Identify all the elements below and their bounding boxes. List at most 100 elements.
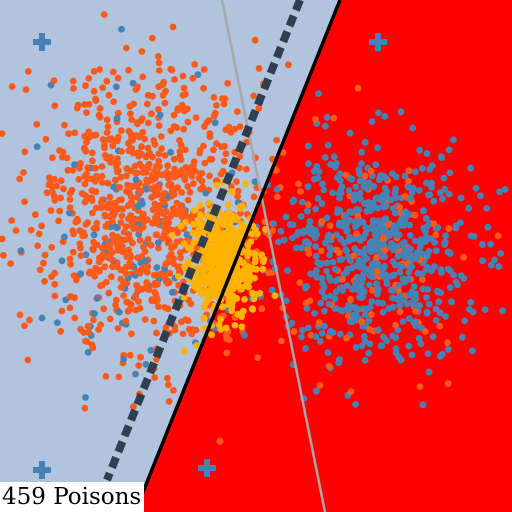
poison-point bbox=[258, 251, 266, 259]
negative-point bbox=[167, 148, 175, 156]
negative-point bbox=[446, 249, 454, 257]
poison-point bbox=[195, 226, 203, 233]
positive-point bbox=[366, 326, 373, 333]
positive-point bbox=[396, 203, 404, 211]
positive-point bbox=[100, 305, 108, 313]
positive-point bbox=[76, 165, 83, 172]
positive-point bbox=[343, 334, 350, 342]
negative-point bbox=[348, 175, 356, 183]
positive-point bbox=[104, 204, 112, 212]
positive-point bbox=[93, 219, 101, 227]
positive-point bbox=[127, 330, 135, 338]
negative-point bbox=[438, 154, 446, 162]
negative-point bbox=[423, 294, 430, 301]
positive-point bbox=[236, 123, 244, 130]
negative-point bbox=[333, 305, 340, 312]
positive-point bbox=[102, 373, 110, 380]
negative-point bbox=[316, 337, 324, 345]
negative-point bbox=[416, 146, 424, 154]
positive-point bbox=[198, 177, 206, 185]
negative-point bbox=[336, 177, 344, 184]
positive-point bbox=[135, 132, 143, 140]
negative-point bbox=[345, 301, 353, 309]
poison-point bbox=[180, 294, 188, 301]
negative-point bbox=[319, 180, 326, 188]
negative-point bbox=[381, 112, 389, 120]
positive-point bbox=[220, 100, 228, 108]
positive-point bbox=[98, 172, 106, 180]
positive-point bbox=[109, 68, 117, 76]
positive-point bbox=[258, 305, 266, 313]
negative-point bbox=[361, 357, 369, 364]
positive-point bbox=[151, 183, 159, 191]
positive-point bbox=[231, 125, 239, 133]
negative-point bbox=[302, 345, 309, 352]
negative-point bbox=[411, 237, 419, 245]
positive-point bbox=[223, 349, 231, 357]
poison-point bbox=[231, 247, 239, 255]
negative-point bbox=[241, 331, 248, 339]
positive-point bbox=[169, 205, 177, 213]
negative-point bbox=[348, 209, 356, 216]
negative-point bbox=[446, 169, 454, 177]
positive-point bbox=[92, 265, 99, 272]
negative-point bbox=[466, 306, 473, 313]
negative-point bbox=[375, 109, 382, 117]
positive-point bbox=[325, 362, 333, 370]
positive-point bbox=[160, 222, 168, 230]
negative-point bbox=[360, 251, 368, 258]
positive-point bbox=[221, 157, 228, 165]
negative-point bbox=[337, 189, 345, 197]
positive-point bbox=[42, 135, 50, 143]
poison-point bbox=[241, 296, 248, 303]
poison-point bbox=[181, 263, 188, 271]
positive-point bbox=[81, 198, 89, 206]
negative-point bbox=[315, 90, 322, 97]
negative-point bbox=[373, 290, 381, 298]
negative-point bbox=[416, 302, 424, 309]
positive-point bbox=[155, 303, 162, 311]
positive-point bbox=[24, 356, 32, 364]
positive-point bbox=[161, 304, 169, 311]
negative-point bbox=[391, 209, 399, 217]
positive-point bbox=[93, 172, 100, 180]
negative-point bbox=[479, 257, 487, 265]
positive-point bbox=[137, 353, 145, 361]
negative-point bbox=[312, 333, 320, 340]
positive-point bbox=[148, 110, 155, 118]
positive-point bbox=[155, 83, 163, 91]
negative-point bbox=[274, 238, 282, 246]
negative-point bbox=[479, 241, 486, 248]
positive-point bbox=[126, 235, 134, 243]
negative-point bbox=[318, 329, 326, 337]
positive-point bbox=[123, 279, 131, 287]
negative-point bbox=[303, 304, 311, 312]
positive-point bbox=[122, 223, 130, 231]
poison-point bbox=[200, 303, 208, 311]
positive-center-marker bbox=[198, 459, 216, 477]
negative-point bbox=[331, 265, 339, 273]
positive-point bbox=[157, 133, 165, 140]
negative-point bbox=[139, 200, 146, 208]
negative-point bbox=[396, 219, 404, 227]
positive-point bbox=[114, 74, 122, 82]
positive-point bbox=[421, 328, 429, 335]
negative-point bbox=[379, 192, 387, 199]
poison-point bbox=[194, 232, 202, 239]
negative-point bbox=[321, 154, 329, 161]
positive-point bbox=[151, 374, 159, 381]
negative-point bbox=[437, 266, 445, 273]
positive-point bbox=[171, 326, 179, 334]
negative-point bbox=[357, 294, 365, 301]
positive-point bbox=[88, 149, 96, 157]
positive-point bbox=[114, 325, 122, 332]
negative-point bbox=[434, 287, 441, 295]
negative-point bbox=[153, 264, 161, 271]
positive-point bbox=[132, 86, 140, 93]
poison-point bbox=[237, 204, 244, 212]
negative-point bbox=[392, 334, 399, 342]
positive-point bbox=[199, 184, 207, 192]
poison-point bbox=[200, 271, 208, 278]
positive-point bbox=[0, 251, 7, 259]
positive-point bbox=[93, 241, 101, 249]
